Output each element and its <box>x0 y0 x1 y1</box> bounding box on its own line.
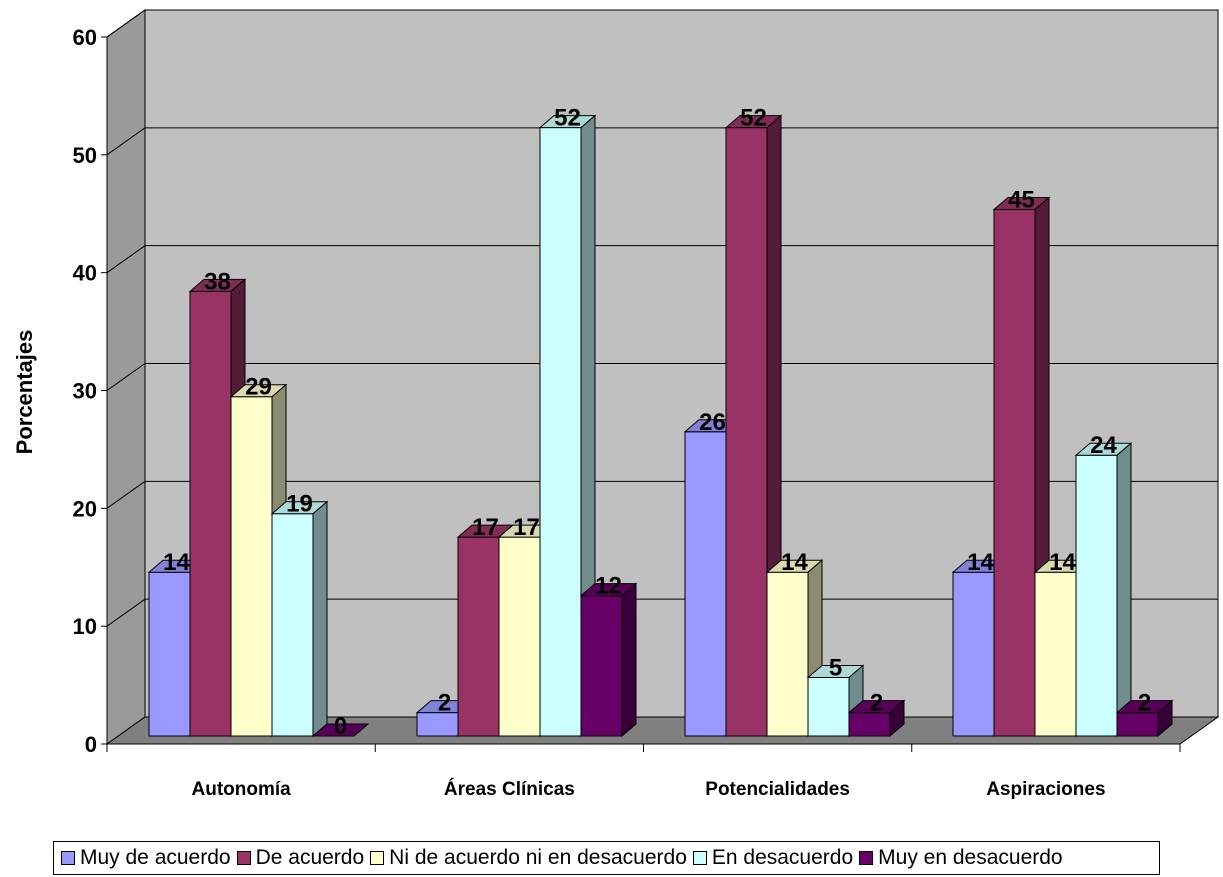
bar <box>847 699 906 738</box>
bar <box>270 500 329 738</box>
y-tick-label: 40 <box>73 261 97 286</box>
bar-front <box>684 431 727 737</box>
bar-front <box>230 396 273 737</box>
data-label: 14 <box>163 549 190 576</box>
y-tick-label: 50 <box>73 143 97 168</box>
bar <box>1115 699 1174 738</box>
gridline-side <box>106 480 146 509</box>
data-label: 14 <box>1049 549 1076 576</box>
data-label: 45 <box>1008 187 1035 214</box>
bar-front <box>457 536 500 737</box>
data-label: 19 <box>286 491 313 518</box>
bar-side <box>1157 699 1173 738</box>
legend-label: De acuerdo <box>255 846 365 869</box>
bar <box>1074 442 1133 738</box>
y-tick-label: 30 <box>73 379 97 404</box>
legend-swatch <box>61 851 75 865</box>
bar-front <box>148 571 191 737</box>
bar <box>992 196 1051 738</box>
bar <box>579 582 638 738</box>
legend-label: Muy de acuerdo <box>80 846 231 869</box>
bars <box>147 114 1174 738</box>
gridline-side <box>106 363 146 391</box>
data-label: 2 <box>870 690 883 717</box>
gridline-side <box>106 245 146 274</box>
data-label: 17 <box>513 514 540 541</box>
bar-front <box>1075 454 1118 737</box>
data-label: 17 <box>472 514 499 541</box>
legend-item: De acuerdo <box>236 846 365 870</box>
legend-swatch <box>236 851 251 865</box>
gridline-side <box>106 9 146 38</box>
bar-front <box>539 127 582 737</box>
bar <box>538 114 597 738</box>
bar-front <box>498 536 541 737</box>
y-tick-label: 10 <box>73 614 97 639</box>
bar-side <box>621 582 637 738</box>
bar-front <box>993 209 1036 737</box>
legend-swatch <box>692 851 707 865</box>
legend-label: Muy en desacuerdo <box>878 846 1063 869</box>
x-axis-categories: Autonomía Áreas Clínicas Potencialidades As… <box>106 743 1181 800</box>
legend-swatch <box>859 851 874 865</box>
legend-item: Ni de acuerdo ni en desacuerdo <box>370 846 687 870</box>
bar-front <box>807 677 850 737</box>
data-label: 29 <box>245 374 272 401</box>
data-label: 24 <box>1090 432 1117 459</box>
bar-front <box>725 127 768 737</box>
data-label: 12 <box>595 573 622 600</box>
y-tick-label: 0 <box>85 732 97 757</box>
data-label: 52 <box>554 105 581 132</box>
bar-front <box>1034 571 1077 737</box>
y-axis-label: Porcentajes <box>12 330 37 455</box>
legend: Muy de acuerdo De acuerdo Ni de acuerdo ni… <box>53 841 1160 875</box>
x-category-label: Aspiraciones <box>986 779 1105 800</box>
y-axis-ticks: 0 10 20 30 40 50 60 <box>73 25 108 757</box>
data-label: 2 <box>1138 690 1151 717</box>
data-label: 14 <box>781 549 808 576</box>
bar <box>765 559 824 738</box>
y-tick-label: 20 <box>73 496 97 521</box>
gridline-side <box>106 127 146 156</box>
legend-swatch <box>370 851 385 865</box>
bar-side <box>1116 442 1132 738</box>
bar-side <box>353 723 369 737</box>
data-label: 38 <box>204 268 231 295</box>
legend-item: Muy de acuerdo <box>61 846 231 870</box>
data-label: 2 <box>438 690 451 717</box>
data-label: 26 <box>699 409 726 436</box>
data-label: 0 <box>334 713 347 740</box>
bar-side <box>312 500 328 738</box>
bar-front <box>189 290 232 737</box>
x-category-label: Potencialidades <box>705 779 850 800</box>
data-label: 14 <box>967 549 994 576</box>
x-category-label: Áreas Clínicas <box>444 778 575 800</box>
legend-label: Ni de acuerdo ni en desacuerdo <box>389 846 687 869</box>
bar <box>311 723 370 737</box>
bar-front <box>952 571 995 737</box>
bar-front <box>580 595 623 737</box>
data-label: 5 <box>829 655 842 682</box>
x-category-label: Autonomía <box>192 779 292 800</box>
data-label: 52 <box>740 105 767 132</box>
bar-front <box>766 571 809 737</box>
bar-side <box>889 699 905 738</box>
bar-front <box>271 513 314 737</box>
legend-item: Muy en desacuerdo <box>859 846 1063 870</box>
legend-label: En desacuerdo <box>711 846 854 869</box>
legend-item: En desacuerdo <box>692 846 854 870</box>
y-tick-label: 60 <box>73 25 97 50</box>
gridline-side <box>106 598 146 627</box>
